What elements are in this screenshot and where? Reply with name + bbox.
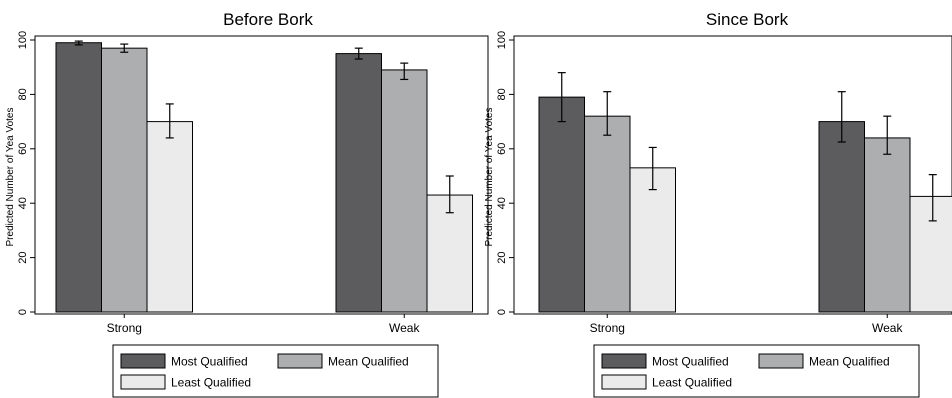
bar-mean-qualified-strong [584, 115, 631, 313]
bar-least-qualified-weak [909, 195, 952, 313]
bar-most-qualified-strong [538, 96, 585, 313]
legend-box [112, 344, 439, 398]
bar-mean-qualified-strong [101, 47, 148, 313]
y-tick-label: 100 [17, 31, 29, 49]
legend: Most Qualified Mean Qualified Least Qualif… [593, 344, 920, 398]
legend-swatch [277, 353, 323, 369]
chart-panel-0: Before Bork 0 20 40 60 80 100 Predicted Number … [5, 10, 489, 398]
y-tick-label: 20 [496, 251, 508, 263]
bar-least-qualified-strong [629, 167, 676, 313]
bar-mean-qualified-weak [864, 137, 911, 313]
y-axis-title: Predicted Number of Yea Votes [5, 108, 16, 247]
category-label-strong: Strong [107, 321, 142, 335]
bar-mean-qualified-weak [381, 69, 428, 313]
y-tick-label: 60 [17, 143, 29, 155]
legend-label: Least Qualified [171, 376, 251, 390]
chart-panel-1: Since Bork 0 20 40 60 80 100 Predicted Number o… [484, 10, 952, 398]
y-tick-label: 0 [496, 309, 508, 315]
legend-swatch [758, 353, 804, 369]
legend-swatch [120, 353, 166, 369]
legend-label: Least Qualified [652, 376, 732, 390]
y-tick-label: 40 [496, 197, 508, 209]
y-tick-label: 20 [17, 251, 29, 263]
panel-title: Before Bork [223, 10, 313, 29]
legend: Most Qualified Mean Qualified Least Qualif… [112, 344, 439, 398]
legend-box [593, 344, 920, 398]
legend-label: Most Qualified [171, 355, 248, 369]
category-label-weak: Weak [872, 321, 903, 335]
legend-swatch [120, 374, 166, 390]
y-tick-label: 80 [17, 88, 29, 100]
legend-label: Mean Qualified [328, 355, 409, 369]
category-label-strong: Strong [590, 321, 625, 335]
plot-area-frame [34, 35, 489, 315]
bar-least-qualified-strong [146, 121, 193, 313]
legend-label: Mean Qualified [809, 355, 890, 369]
bar-most-qualified-weak [335, 53, 382, 313]
y-tick-label: 100 [496, 31, 508, 49]
legend-swatch [601, 374, 647, 390]
bar-most-qualified-weak [818, 121, 865, 313]
legend-label: Most Qualified [652, 355, 729, 369]
y-tick-label: 60 [496, 143, 508, 155]
y-tick-label: 0 [17, 309, 29, 315]
panel-title: Since Bork [706, 10, 789, 29]
y-axis-title: Predicted Number of Yea Votes [484, 108, 495, 247]
plot-area-frame [513, 35, 952, 315]
legend-swatch [601, 353, 647, 369]
y-tick-label: 40 [17, 197, 29, 209]
bar-most-qualified-strong [55, 42, 102, 313]
y-tick-label: 80 [496, 88, 508, 100]
category-label-weak: Weak [389, 321, 420, 335]
bar-least-qualified-weak [426, 194, 473, 313]
